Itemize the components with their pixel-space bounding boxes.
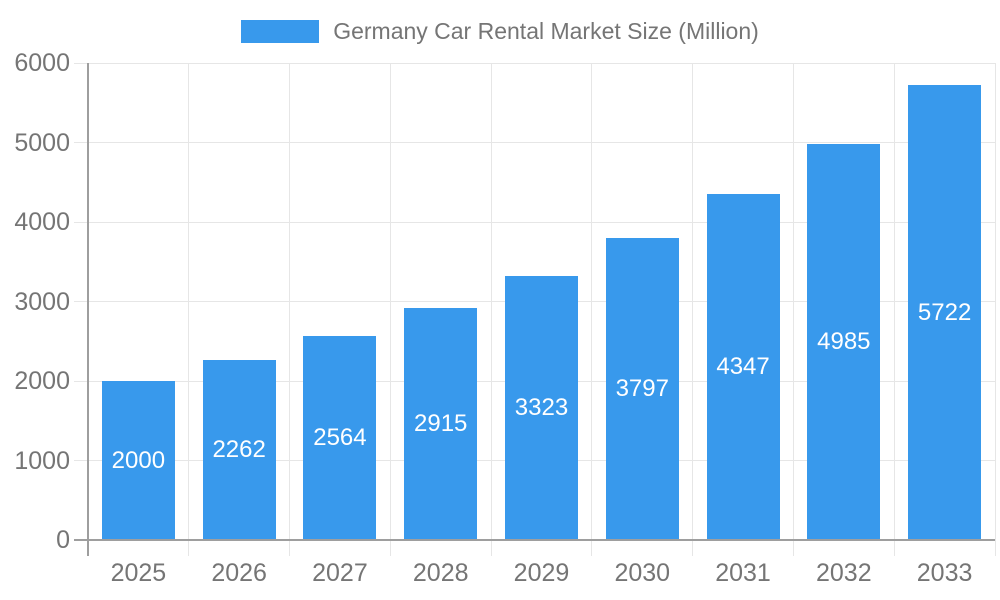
gridline [591, 63, 593, 556]
gridline [188, 63, 190, 556]
legend-swatch-icon [241, 19, 320, 43]
bar[interactable] [908, 85, 982, 540]
gridline [692, 63, 694, 556]
y-axis-tick-label: 6000 [14, 49, 70, 77]
y-axis-tick-label: 4000 [14, 208, 70, 236]
y-axis-tick-label: 5000 [14, 128, 70, 157]
bar[interactable] [505, 275, 578, 540]
y-axis-line [87, 63, 89, 556]
gridline [289, 63, 291, 556]
bar-value-label: 4985 [817, 327, 871, 355]
bar[interactable] [706, 194, 780, 540]
gridline [792, 63, 794, 556]
bar[interactable] [303, 336, 377, 540]
legend-label: Germany Car Rental Market Size (Million) [333, 17, 759, 44]
x-axis-tick-label: 2029 [513, 559, 570, 587]
bar-value-label: 2262 [212, 436, 266, 464]
legend[interactable]: Germany Car Rental Market Size (Million) [0, 17, 1000, 45]
bar-value-label: 5722 [917, 298, 972, 326]
x-axis-tick-label: 2026 [211, 559, 267, 587]
gridline [74, 62, 995, 64]
gridline [389, 63, 391, 556]
bar-value-label: 3323 [514, 393, 569, 421]
gridline [74, 142, 995, 143]
x-axis-tick-label: 2032 [816, 559, 872, 587]
x-axis-tick-label: 2025 [110, 559, 167, 587]
gridline [994, 63, 996, 556]
x-axis-line [74, 539, 995, 541]
bar[interactable] [202, 360, 276, 540]
y-axis-tick-label: 0 [56, 526, 70, 554]
bar-value-label: 2564 [313, 424, 367, 452]
y-axis-tick-label: 2000 [14, 367, 70, 395]
y-axis-tick-label: 3000 [14, 287, 70, 316]
gridline [893, 63, 895, 556]
bar-value-label: 2915 [414, 410, 468, 438]
bar[interactable] [605, 238, 679, 540]
x-axis-tick-label: 2030 [614, 559, 671, 587]
x-axis-tick-label: 2031 [715, 559, 771, 587]
bar-value-label: 3797 [615, 375, 669, 403]
x-axis-tick-label: 2028 [412, 559, 469, 587]
bar-value-label: 2000 [111, 446, 166, 474]
bar-value-label: 4347 [716, 353, 770, 381]
y-axis-tick-label: 1000 [14, 446, 70, 475]
bar[interactable] [807, 143, 881, 540]
bar[interactable] [404, 308, 478, 540]
x-axis-tick-label: 2033 [916, 559, 973, 587]
gridline [74, 221, 995, 223]
x-axis-tick-label: 2027 [312, 559, 368, 587]
gridline [490, 63, 492, 556]
bar[interactable] [101, 381, 175, 540]
